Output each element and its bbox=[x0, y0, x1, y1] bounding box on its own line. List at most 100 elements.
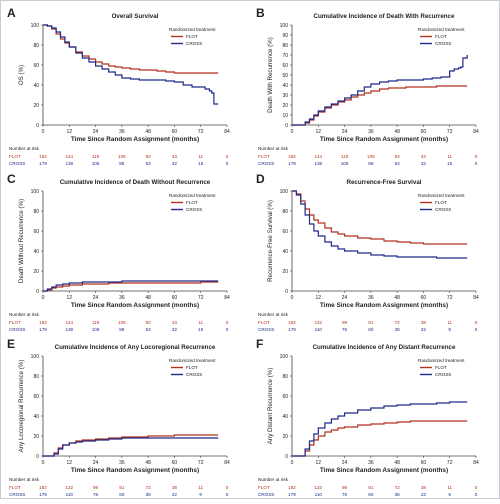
y-tick-label: 40 bbox=[33, 83, 39, 89]
risk-value: 0 bbox=[226, 492, 229, 497]
x-tick-label: 0 bbox=[42, 460, 45, 466]
risk-value: 32 bbox=[421, 161, 427, 166]
risk-value: 138 bbox=[314, 161, 322, 166]
x-tick-label: 48 bbox=[394, 129, 400, 135]
risk-value: 72 bbox=[395, 485, 401, 490]
risk-value: 60 bbox=[119, 492, 125, 497]
risk-value: 108 bbox=[92, 327, 100, 332]
risk-row-label: CROSS bbox=[9, 327, 25, 332]
risk-row-label: CROSS bbox=[9, 492, 25, 497]
panel-e: E Cumulative Incidence of Any Locoregiona… bbox=[3, 334, 250, 499]
risk-value: 132 bbox=[314, 485, 322, 490]
chart-title: Cumulative Incidence of Death Without Re… bbox=[60, 179, 211, 186]
y-tick-label: 40 bbox=[33, 414, 39, 420]
risk-value: 38 bbox=[395, 492, 401, 497]
risk-value: 179 bbox=[39, 327, 47, 332]
x-tick-label: 12 bbox=[67, 460, 73, 466]
x-tick-label: 36 bbox=[119, 460, 125, 466]
chart-title: Overall Survival bbox=[112, 13, 159, 20]
risk-value: 144 bbox=[65, 320, 73, 325]
y-axis-label: Death Without Recurrence (%) bbox=[18, 199, 25, 283]
risk-value: 108 bbox=[92, 161, 100, 166]
risk-value: 108 bbox=[341, 161, 349, 166]
y-axis-label: Recurrence-Free Survival (%) bbox=[267, 200, 274, 282]
series-line-flot bbox=[292, 420, 468, 457]
x-tick-label: 12 bbox=[67, 295, 73, 301]
risk-value: 22 bbox=[421, 327, 427, 332]
risk-value: 110 bbox=[315, 327, 323, 332]
y-tick-label: 0 bbox=[285, 289, 288, 295]
risk-value: 93 bbox=[146, 154, 152, 159]
risk-value: 182 bbox=[288, 485, 296, 490]
y-tick-label: 0 bbox=[36, 289, 39, 295]
legend-label-cross: CROSS bbox=[186, 41, 202, 46]
x-tick-label: 12 bbox=[67, 129, 73, 135]
risk-value: 0 bbox=[226, 154, 229, 159]
panel-d: D Recurrence-Free Survival 0 20 40 60 80 100 0 12… bbox=[252, 169, 499, 334]
risk-value: 110 bbox=[66, 492, 74, 497]
risk-value: 93 bbox=[146, 320, 152, 325]
risk-value: 38 bbox=[395, 327, 401, 332]
y-tick-label: 60 bbox=[33, 229, 39, 235]
risk-row-label: CROSS bbox=[258, 492, 274, 497]
risk-row-label: CROSS bbox=[258, 161, 274, 166]
risk-value: 15 bbox=[198, 161, 204, 166]
risk-value: 32 bbox=[172, 161, 178, 166]
risk-row-label: FLOT bbox=[9, 154, 21, 159]
x-tick-label: 36 bbox=[368, 129, 374, 135]
legend-label-cross: CROSS bbox=[435, 207, 451, 212]
risk-value: 110 bbox=[315, 492, 323, 497]
legend-title: Randomized treatment bbox=[418, 358, 465, 363]
risk-value: 99 bbox=[342, 485, 348, 490]
x-tick-label: 72 bbox=[447, 129, 453, 135]
chart-title: Cumulative Incidence of Any Locoregional… bbox=[55, 344, 216, 351]
y-axis-label: Death With Recurrence (%) bbox=[267, 37, 274, 113]
risk-value: 93 bbox=[395, 154, 401, 159]
y-tick-label: 100 bbox=[31, 189, 40, 195]
risk-row-label: FLOT bbox=[258, 485, 270, 490]
x-tick-label: 48 bbox=[394, 295, 400, 301]
panel-letter-a: A bbox=[7, 6, 16, 20]
legend-label-flot: FLOT bbox=[186, 200, 198, 205]
x-tick-label: 60 bbox=[421, 129, 427, 135]
risk-value: 182 bbox=[288, 320, 296, 325]
risk-value: 119 bbox=[341, 154, 349, 159]
risk-value: 38 bbox=[421, 320, 427, 325]
risk-value: 88 bbox=[368, 161, 374, 166]
x-axis-label: Time Since Random Assignment (months) bbox=[320, 302, 448, 309]
risk-row-label: FLOT bbox=[258, 154, 270, 159]
risk-value: 182 bbox=[39, 485, 47, 490]
y-tick-label: 60 bbox=[282, 63, 288, 69]
y-tick-label: 40 bbox=[282, 414, 288, 420]
risk-value: 138 bbox=[65, 161, 73, 166]
legend-label-cross: CROSS bbox=[186, 207, 202, 212]
legend-label-flot: FLOT bbox=[435, 365, 447, 370]
risk-value: 0 bbox=[475, 492, 478, 497]
series-line-flot bbox=[43, 24, 219, 74]
risk-value: 144 bbox=[65, 154, 73, 159]
y-tick-label: 100 bbox=[280, 189, 289, 195]
y-tick-label: 10 bbox=[282, 113, 288, 119]
x-tick-label: 12 bbox=[316, 460, 322, 466]
legend-title: Randomized treatment bbox=[169, 27, 216, 32]
risk-value: 179 bbox=[288, 161, 296, 166]
risk-value: 11 bbox=[198, 320, 203, 325]
x-tick-label: 24 bbox=[93, 460, 99, 466]
risk-value: 15 bbox=[198, 327, 204, 332]
risk-value: 22 bbox=[421, 492, 427, 497]
risk-value: 53 bbox=[146, 327, 152, 332]
risk-row-label: CROSS bbox=[258, 327, 274, 332]
risk-value: 0 bbox=[475, 327, 478, 332]
x-tick-label: 72 bbox=[447, 295, 453, 301]
risk-value: 60 bbox=[368, 327, 374, 332]
y-tick-label: 80 bbox=[33, 209, 39, 215]
panel-e-svg: E Cumulative Incidence of Any Locoregiona… bbox=[7, 337, 230, 497]
risk-value: 43 bbox=[172, 320, 178, 325]
y-tick-label: 60 bbox=[282, 229, 288, 235]
x-tick-label: 48 bbox=[394, 460, 400, 466]
risk-value: 179 bbox=[288, 327, 296, 332]
risk-value: 11 bbox=[447, 320, 452, 325]
x-tick-label: 60 bbox=[421, 460, 427, 466]
risk-row-label: FLOT bbox=[9, 320, 21, 325]
panel-letter-c: C bbox=[7, 172, 16, 186]
